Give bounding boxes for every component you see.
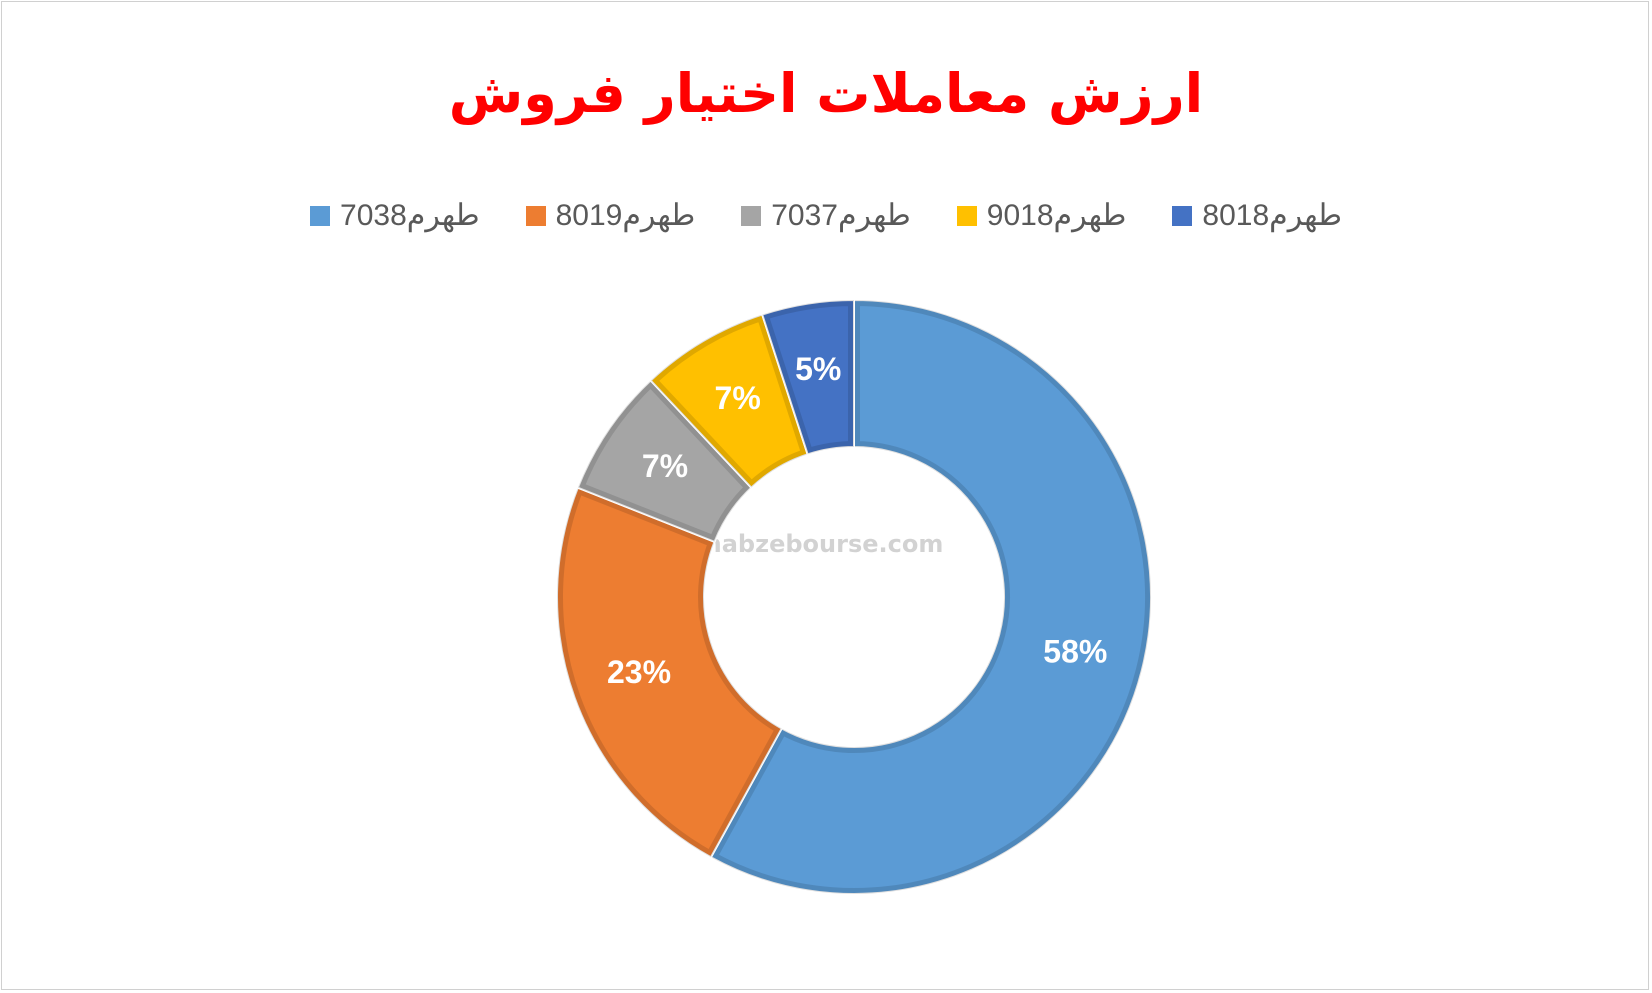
chart-title: ارزش معاملات اختیار فروش xyxy=(448,62,1204,125)
legend-item: طهرم9018 xyxy=(956,198,1127,233)
watermark: nabzebourse.com xyxy=(705,530,944,558)
legend-label: طهرم8018 xyxy=(1202,199,1342,232)
legend: طهرم7038 طهرم8019 طهرم7037 طهرم9018 طهرم8018 xyxy=(0,198,1652,233)
legend-swatch xyxy=(310,205,331,226)
legend-swatch xyxy=(741,205,762,226)
data-label: 7% xyxy=(715,380,761,416)
segment-group xyxy=(709,298,1152,895)
donut-segment xyxy=(709,298,1152,895)
legend-item: طهرم7037 xyxy=(741,198,911,233)
legend-swatch xyxy=(525,205,546,226)
segment-group xyxy=(760,298,855,456)
data-label: 23% xyxy=(607,654,671,690)
segment-group xyxy=(556,486,784,859)
legend-item: طهرم8018 xyxy=(1172,198,1342,233)
legend-label: طهرم7038 xyxy=(340,199,480,232)
legend-item: طهرم7038 xyxy=(310,198,480,233)
data-label: 58% xyxy=(1043,633,1107,669)
legend-label: طهرم9018 xyxy=(986,199,1127,232)
donut-segment xyxy=(556,486,784,859)
legend-label: طهرم7037 xyxy=(771,199,911,232)
legend-label: طهرم8019 xyxy=(555,199,696,232)
legend-item: طهرم8019 xyxy=(525,198,696,233)
donut-segment xyxy=(760,298,855,456)
data-label: 7% xyxy=(642,448,688,484)
legend-swatch xyxy=(956,205,977,226)
data-label: 5% xyxy=(795,351,841,387)
legend-swatch xyxy=(1172,205,1193,226)
